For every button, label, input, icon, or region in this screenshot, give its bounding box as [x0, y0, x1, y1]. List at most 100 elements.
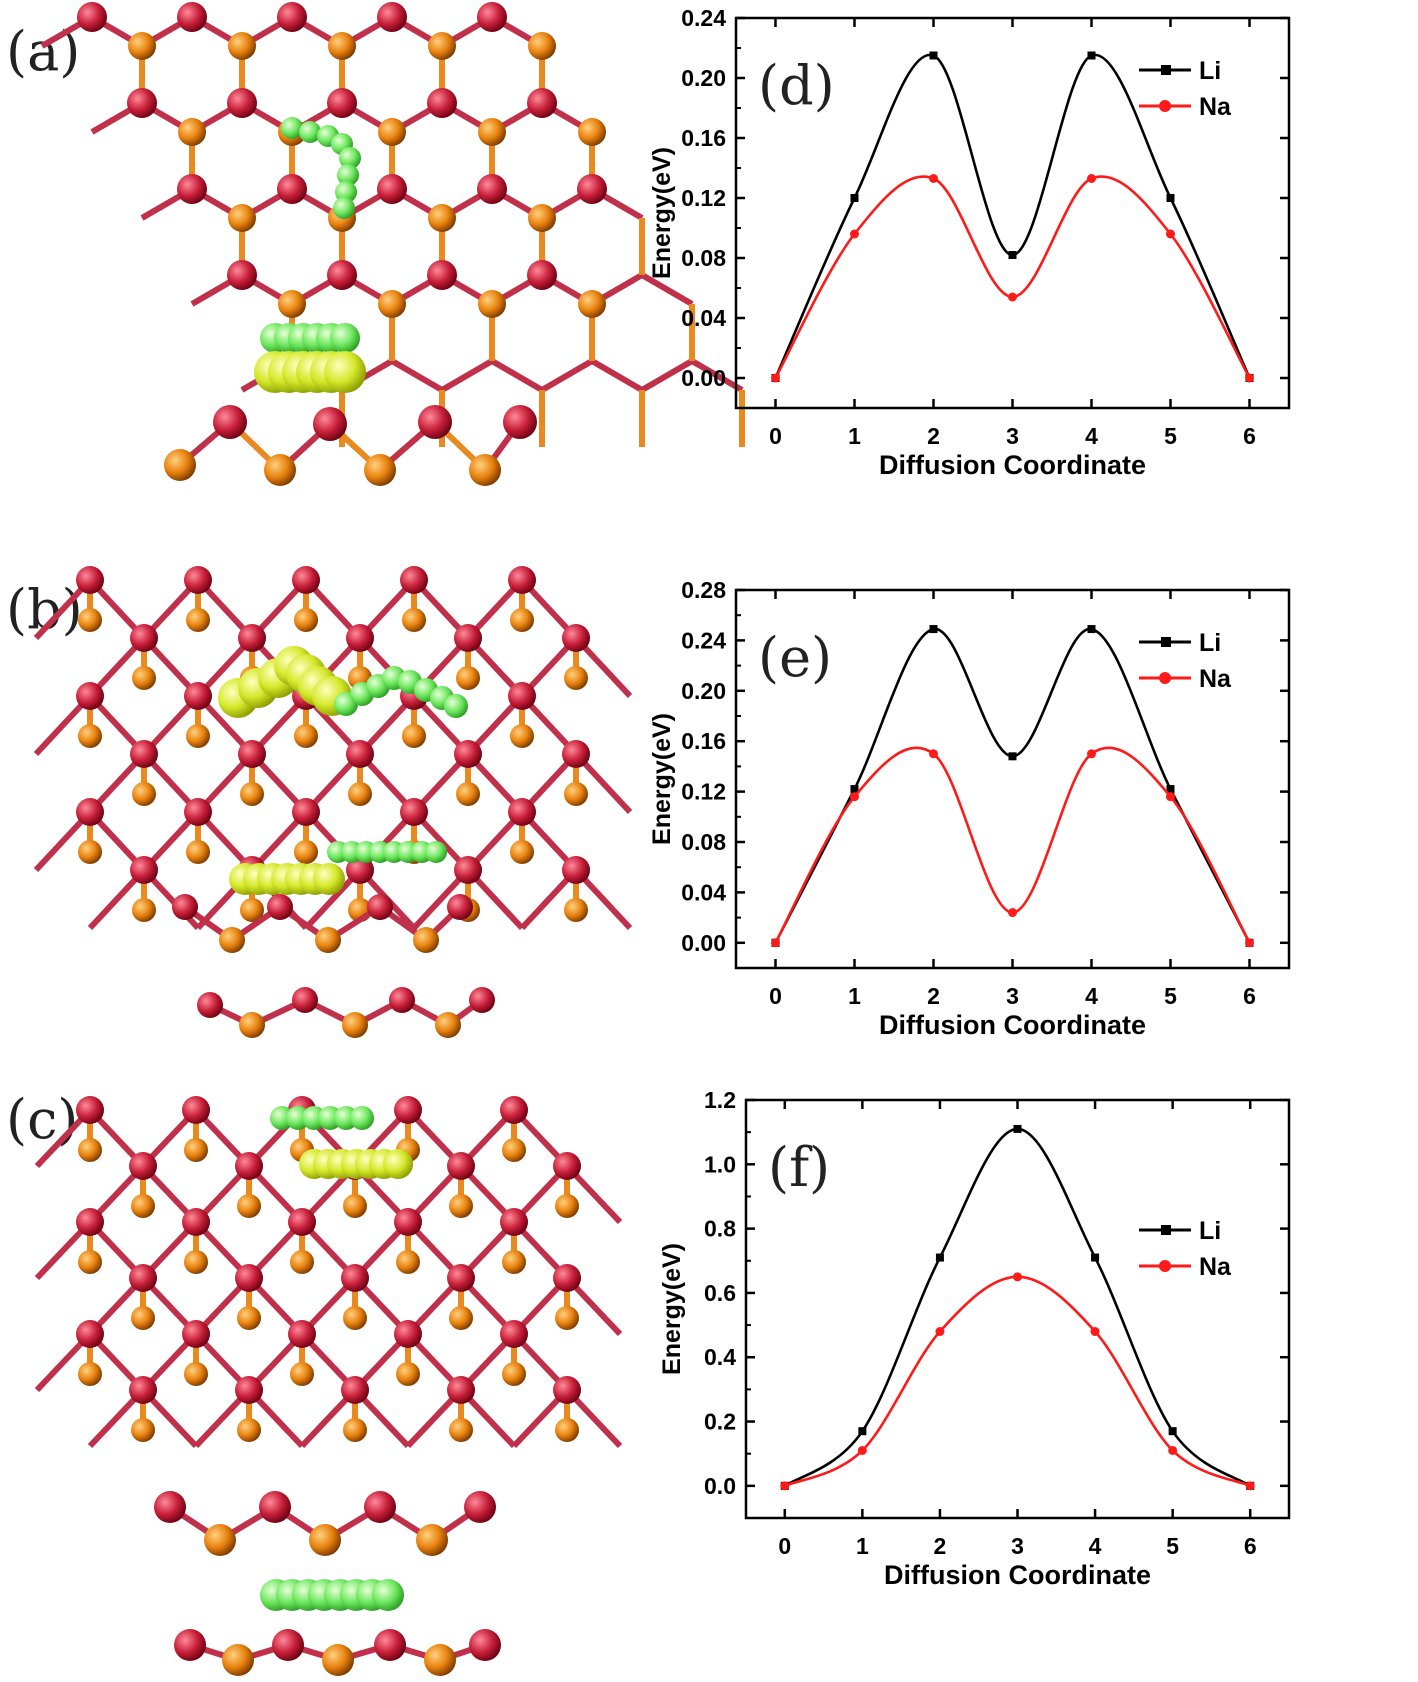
top-atom	[508, 682, 536, 710]
side-atom	[435, 1012, 461, 1038]
bottom-atom	[228, 32, 256, 60]
top-atom	[130, 740, 158, 768]
x-tick-label: 4	[1085, 423, 1098, 449]
x-tick-label: 4	[1089, 1533, 1102, 1559]
bottom-atom	[78, 608, 102, 632]
data-point-na	[771, 938, 780, 948]
side-atom	[174, 1629, 206, 1661]
bottom-atom	[510, 840, 534, 864]
top-atom	[553, 1376, 581, 1404]
y-tick-label: 0.08	[681, 245, 726, 271]
bottom-atom	[78, 1362, 102, 1386]
bottom-atom	[378, 118, 406, 146]
top-atom	[394, 1096, 422, 1124]
side-atom	[464, 1491, 496, 1523]
top-atom	[127, 88, 157, 118]
top-atom	[238, 624, 266, 652]
data-point-li	[1008, 752, 1017, 761]
top-atom	[562, 740, 590, 768]
top-atom	[76, 1208, 104, 1236]
bottom-atom	[178, 118, 206, 146]
y-tick-label: 0.2	[704, 1409, 736, 1435]
side-atom	[413, 927, 439, 953]
bond	[540, 358, 594, 393]
top-atom	[447, 1376, 475, 1404]
bottom-atom	[278, 290, 306, 318]
na-path-atom	[313, 863, 345, 895]
data-point-li	[1013, 1124, 1022, 1133]
bottom-atom	[240, 898, 264, 922]
legend-label: Na	[1199, 665, 1232, 693]
bottom-atom	[449, 1306, 473, 1330]
data-point-li	[850, 194, 859, 202]
bottom-atom	[555, 1418, 579, 1442]
structure-c-illustration	[34, 1096, 623, 1676]
side-atom	[309, 1524, 341, 1556]
top-atom	[130, 624, 158, 652]
bottom-atom	[402, 724, 426, 748]
legend-marker	[1159, 1260, 1171, 1272]
data-point-na	[850, 792, 859, 802]
data-point-li	[858, 1427, 867, 1436]
bottom-atom	[128, 32, 156, 60]
side-atom	[154, 1491, 186, 1523]
top-atom	[500, 1096, 528, 1124]
side-atom	[204, 1524, 236, 1556]
y-tick-label: 1.2	[704, 1087, 736, 1113]
bottom-atom	[428, 204, 456, 232]
side-atom	[197, 992, 223, 1018]
x-tick-label: 1	[848, 423, 861, 449]
data-point-na	[1245, 938, 1254, 948]
top-atom	[553, 1152, 581, 1180]
legend-marker	[1161, 1225, 1171, 1235]
side-atom	[219, 927, 245, 953]
top-atom	[129, 1152, 157, 1180]
legend-label: Na	[1199, 93, 1232, 121]
y-tick-label: 0.00	[681, 365, 726, 391]
bottom-atom	[449, 1418, 473, 1442]
data-point-na	[1013, 1272, 1022, 1282]
top-atom	[427, 88, 457, 118]
data-point-na	[1166, 229, 1175, 239]
top-atom	[577, 174, 607, 204]
data-point-li	[850, 785, 859, 794]
side-atom	[313, 407, 347, 441]
top-atom	[447, 1264, 475, 1292]
bottom-atom	[186, 724, 210, 748]
top-atom	[500, 1320, 528, 1348]
bottom-atom	[449, 1194, 473, 1218]
top-atom	[394, 1320, 422, 1348]
bottom-atom	[378, 290, 406, 318]
top-atom	[346, 624, 374, 652]
bottom-atom	[294, 840, 318, 864]
li-path-atom	[335, 181, 357, 203]
side-atom	[424, 1644, 456, 1676]
y-tick-label: 0.12	[681, 779, 726, 805]
side-atom	[213, 405, 247, 439]
side-atom	[172, 894, 198, 920]
bottom-atom	[528, 204, 556, 232]
bottom-atom	[237, 1418, 261, 1442]
data-point-na	[1087, 174, 1096, 183]
top-atom	[477, 174, 507, 204]
side-atom	[447, 894, 473, 920]
top-atom	[454, 624, 482, 652]
data-point-na	[771, 373, 780, 383]
bottom-atom	[78, 840, 102, 864]
side-atom	[264, 454, 296, 486]
bottom-atom	[186, 608, 210, 632]
top-atom	[346, 740, 374, 768]
top-atom	[508, 798, 536, 826]
bottom-atom	[184, 1362, 208, 1386]
top-atom	[288, 1208, 316, 1236]
x-tick-label: 6	[1244, 1533, 1257, 1559]
y-axis-label: Energy(eV)	[648, 147, 676, 279]
bond	[390, 358, 444, 393]
structure-b-illustration	[33, 566, 633, 1038]
x-tick-label: 3	[1011, 1533, 1024, 1559]
bottom-atom	[131, 1306, 155, 1330]
data-point-na	[850, 229, 859, 239]
bottom-atom	[578, 290, 606, 318]
bond	[590, 358, 644, 393]
x-axis-label: Diffusion Coordinate	[884, 1560, 1151, 1590]
